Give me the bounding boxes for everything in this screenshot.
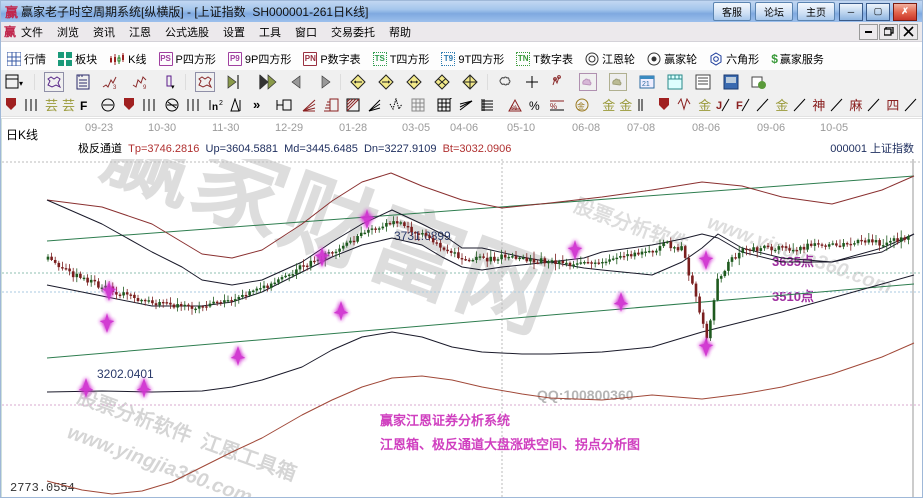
svg-text:3: 3 xyxy=(113,85,117,90)
svg-text:▾: ▾ xyxy=(19,79,23,88)
svg-text:J: J xyxy=(716,100,722,112)
svg-text:金: 金 xyxy=(577,101,585,111)
svg-text:%: % xyxy=(511,105,517,112)
svg-text:21: 21 xyxy=(642,81,650,88)
svg-text:F: F xyxy=(80,99,87,112)
svg-text:▾: ▾ xyxy=(171,84,175,90)
svg-text:9: 9 xyxy=(143,85,147,90)
svg-text:%: % xyxy=(529,99,540,112)
svg-text:2: 2 xyxy=(219,100,223,107)
svg-text:n: n xyxy=(212,102,218,112)
